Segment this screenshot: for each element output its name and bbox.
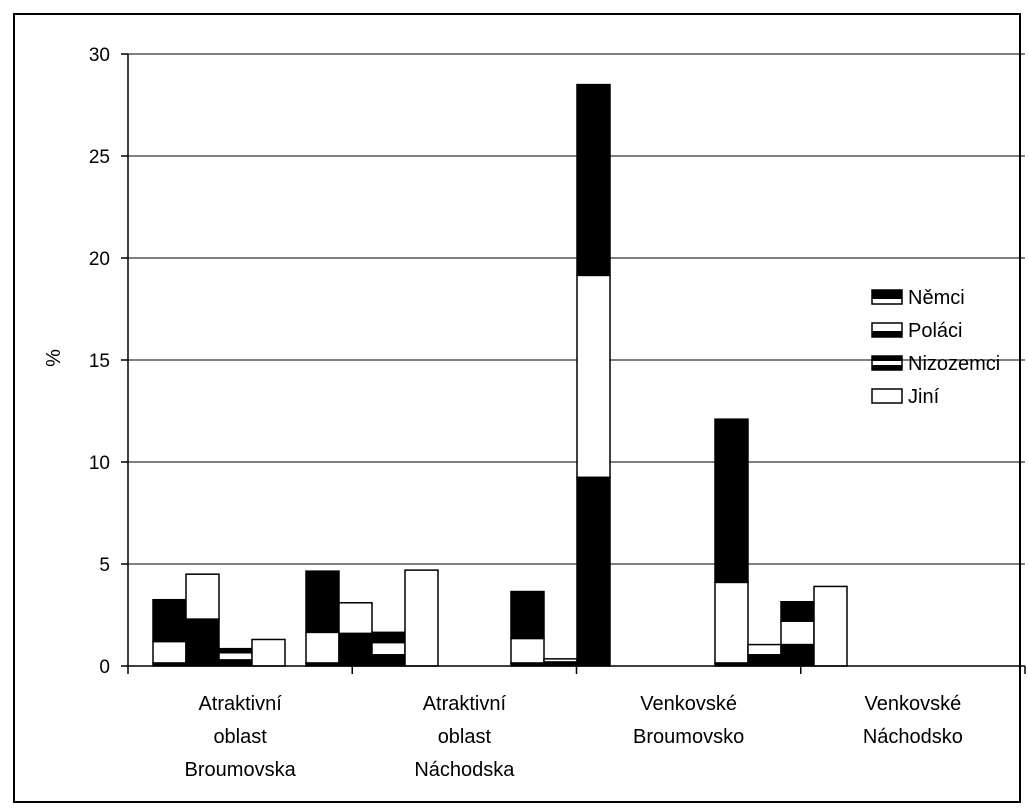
bar-segment [510,637,545,664]
category-label: Náchodsko [863,726,963,748]
bar-segment [251,638,286,667]
bar-segment [404,569,439,667]
y-axis-label: % [43,349,65,367]
category-label: Broumovsko [633,726,744,748]
bar-segment [747,643,782,656]
category-label: Atraktivní [423,693,507,715]
bar-segment [576,476,611,667]
bar-segment [714,581,749,664]
legend-swatch [871,322,903,338]
bar-segment [510,590,545,640]
y-tick-label: 30 [89,45,110,66]
category-label: oblast [213,726,267,748]
axes [121,53,1026,674]
bar-segment [305,631,340,664]
chart-frame [13,13,1021,803]
y-tick-labels: 0 5 10 15 20 25 30 [89,45,110,678]
y-tick-label: 25 [89,147,110,168]
category-label: Broumovska [185,759,297,781]
bar-segment [576,274,611,479]
bar-segment [813,585,848,667]
legend-label: Jiní [908,386,940,408]
bar-segment [338,632,373,667]
bar-segment [543,658,578,663]
legend-swatch [871,388,903,404]
y-tick-label: 15 [89,351,110,372]
y-tick-label: 5 [99,555,110,576]
y-tick-label: 0 [99,657,110,678]
bar-segment [780,620,815,646]
bar-segment [371,641,406,656]
bar-segment [747,654,782,667]
bar-segment [780,643,815,667]
legend-label: Poláci [908,320,962,342]
category-label: oblast [438,726,492,748]
legend-label: Nizozemci [908,353,1000,375]
y-tick-label: 10 [89,453,110,474]
category-label: Náchodska [414,759,515,781]
bar-segment [152,640,187,664]
bar-segment [218,659,253,667]
category-label: Venkovské [865,693,962,715]
bars [152,83,848,667]
bar-segment [152,598,187,643]
legend-label: Němci [908,287,965,309]
bar-segment [305,570,340,634]
y-tick-label: 20 [89,249,110,270]
bar-segment [218,651,253,661]
category-label: Atraktivní [198,693,282,715]
bar-segment [338,602,373,635]
bar-segment [780,600,815,622]
legend-swatch [871,289,903,305]
bar-segment [218,647,253,654]
category-labels: Atraktivní oblast Broumovska Atraktivní obla… [185,693,963,781]
legend: Němci Poláci Nizozemci Jiní [871,287,1000,408]
bar-segment [371,631,406,644]
bar-segment [185,573,220,620]
bar-segment [714,418,749,584]
bar-segment [576,83,611,277]
bar-segment [371,654,406,667]
bar-segment [185,618,220,667]
category-label: Venkovské [640,693,737,715]
legend-swatch [871,355,903,371]
